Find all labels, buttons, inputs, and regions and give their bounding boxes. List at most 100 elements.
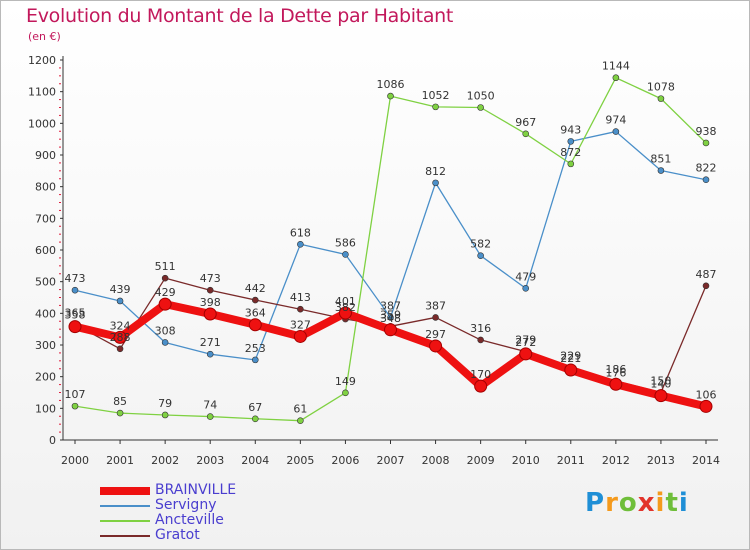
data-point-ancteville <box>477 104 484 111</box>
y-minor-tick <box>59 423 61 425</box>
data-label-gratot: 186 <box>605 363 626 376</box>
data-label-brainville: 170 <box>470 368 491 381</box>
data-point-brainville <box>158 297 172 311</box>
x-tick-label: 2010 <box>512 454 540 467</box>
data-point-servigny <box>297 241 304 248</box>
data-label-ancteville: 149 <box>335 375 356 388</box>
data-point-brainville <box>564 363 578 377</box>
x-tick-label: 2003 <box>196 454 224 467</box>
legend-label-gratot: Gratot <box>155 527 200 543</box>
data-label-brainville: 348 <box>380 312 401 325</box>
y-minor-tick <box>59 352 61 354</box>
data-point-servigny <box>702 176 710 183</box>
y-minor-tick <box>59 67 61 69</box>
y-minor-tick <box>59 320 61 322</box>
data-point-servigny <box>342 251 349 258</box>
x-tick-label: 2001 <box>106 454 134 467</box>
y-minor-tick <box>59 194 61 196</box>
data-label-servigny: 618 <box>290 226 311 239</box>
y-minor-tick <box>59 75 61 77</box>
data-label-gratot: 413 <box>290 291 311 304</box>
x-tick-label: 2007 <box>377 454 405 467</box>
data-label-servigny: 812 <box>425 165 446 178</box>
data-label-servigny: 943 <box>560 123 581 136</box>
legend-item-servigny: Servigny <box>100 497 300 513</box>
data-point-ancteville <box>342 389 349 397</box>
data-point-servigny <box>657 167 665 174</box>
data-point-gratot <box>477 336 484 344</box>
data-point-servigny <box>387 314 394 321</box>
data-label-servigny: 271 <box>200 336 221 349</box>
data-label-servigny: 479 <box>515 270 536 283</box>
data-label-servigny: 439 <box>110 283 131 296</box>
legend: BRAINVILLE Servigny Ancteville Gratot <box>100 482 300 543</box>
y-minor-tick <box>59 209 61 211</box>
data-point-brainville <box>248 318 262 332</box>
data-label-ancteville: 967 <box>515 116 536 129</box>
data-label-brainville: 106 <box>696 388 717 401</box>
x-tick-label: 2009 <box>467 454 495 467</box>
y-tick-label: 1100 <box>28 86 56 99</box>
data-point-ancteville <box>206 413 214 420</box>
y-tick-label: 1000 <box>28 117 56 130</box>
y-tick-label: 400 <box>35 307 56 320</box>
data-point-ancteville <box>297 417 304 424</box>
data-point-brainville <box>384 323 397 337</box>
data-point-servigny <box>206 350 214 358</box>
y-tick-label: 900 <box>35 149 56 162</box>
data-point-ancteville <box>251 415 259 423</box>
data-label-brainville: 401 <box>335 295 356 308</box>
y-minor-tick <box>59 415 61 417</box>
legend-item-gratot: Gratot <box>100 527 300 543</box>
y-minor-tick <box>59 399 61 401</box>
x-tick-label: 2005 <box>286 454 314 467</box>
data-point-brainville <box>293 329 307 343</box>
data-point-brainville <box>338 306 352 320</box>
y-minor-tick <box>59 241 61 243</box>
data-label-gratot: 365 <box>65 306 86 319</box>
y-tick-label: 0 <box>49 434 56 447</box>
y-minor-tick <box>59 392 61 393</box>
data-label-gratot: 316 <box>470 322 491 335</box>
x-tick-label: 2011 <box>557 454 585 467</box>
data-point-gratot <box>432 314 439 321</box>
y-minor-tick <box>59 431 61 433</box>
proxiti-logo: Proxiti <box>585 488 689 518</box>
data-label-servigny: 582 <box>470 238 491 251</box>
chart-unit: (en €) <box>28 30 61 43</box>
data-point-brainville <box>699 399 713 413</box>
y-minor-tick <box>59 146 61 148</box>
y-minor-tick <box>59 336 61 338</box>
data-point-ancteville <box>612 74 620 82</box>
data-label-gratot: 487 <box>696 268 717 281</box>
data-label-gratot: 150 <box>650 375 671 388</box>
data-label-brainville: 429 <box>155 286 176 299</box>
legend-swatch-servigny <box>100 504 150 507</box>
x-tick-label: 2008 <box>422 454 450 467</box>
data-point-gratot <box>116 345 124 353</box>
data-label-ancteville: 79 <box>158 397 172 410</box>
x-tick-label: 2004 <box>241 454 269 467</box>
data-point-brainville <box>68 320 82 334</box>
data-point-servigny <box>432 179 439 187</box>
y-minor-tick <box>59 384 61 386</box>
data-point-gratot <box>161 274 169 282</box>
y-tick-label: 1200 <box>28 54 56 67</box>
data-point-gratot <box>702 282 710 290</box>
legend-label-brainville: BRAINVILLE <box>155 482 237 498</box>
legend-label-servigny: Servigny <box>155 497 217 513</box>
data-point-servigny <box>251 356 259 364</box>
y-minor-tick <box>59 114 61 116</box>
y-minor-tick <box>59 83 61 85</box>
data-point-ancteville <box>387 92 394 100</box>
data-label-ancteville: 938 <box>696 125 717 138</box>
data-label-ancteville: 872 <box>560 146 581 159</box>
data-label-ancteville: 85 <box>113 395 127 408</box>
data-label-brainville: 327 <box>290 318 311 331</box>
data-label-brainville: 364 <box>245 307 266 320</box>
y-tick-label: 800 <box>35 181 56 194</box>
data-label-servigny: 387 <box>380 299 401 312</box>
data-label-servigny: 473 <box>65 272 86 285</box>
y-minor-tick <box>59 257 61 259</box>
